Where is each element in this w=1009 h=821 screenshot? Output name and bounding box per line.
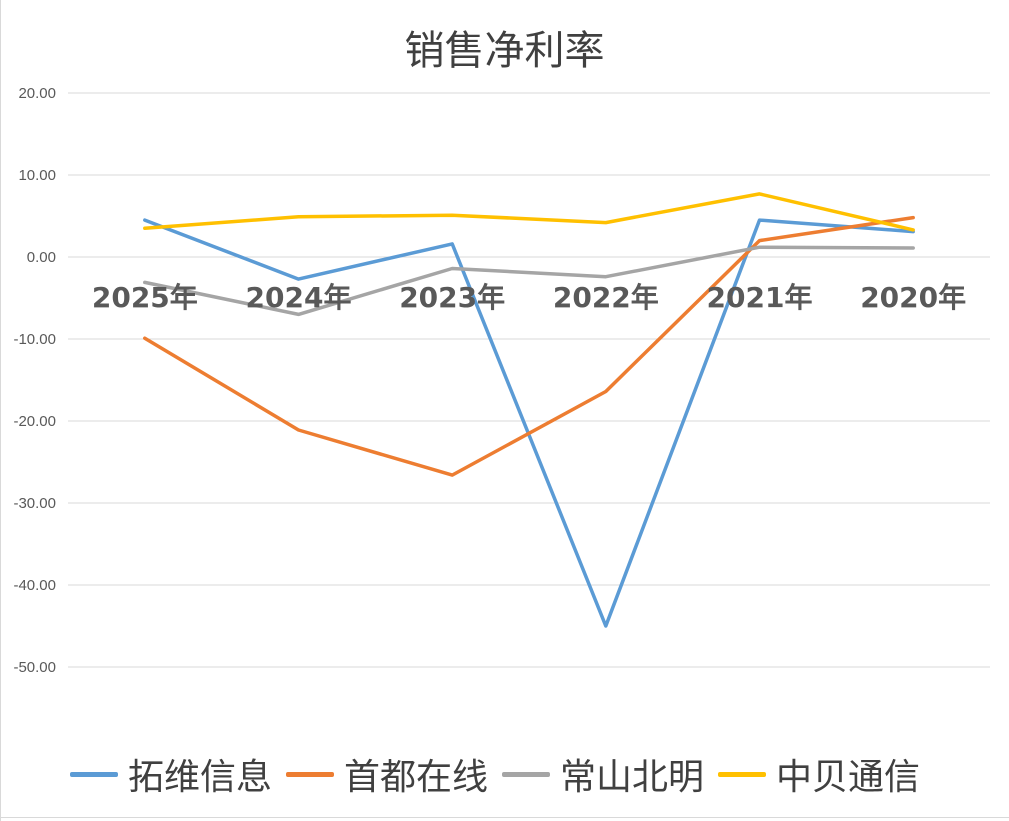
y-tick-label: -20.00: [13, 413, 56, 430]
legend: 拓维信息 首都在线 常山北明 中贝通信: [70, 748, 934, 800]
legend-label: 常山北明: [560, 757, 705, 798]
y-tick-label: -50.00: [13, 659, 56, 676]
y-tick-label: -40.00: [13, 577, 56, 594]
series-lines: [143, 192, 915, 628]
y-axis-ticks: -50.00 -40.00 -30.00 -20.00 -10.00 0.00 10.00 2…: [13, 85, 56, 676]
x-tick-label: 2025年: [92, 281, 198, 314]
chart-title: 销售净利率: [404, 28, 605, 74]
legend-item: 拓维信息: [70, 748, 272, 800]
x-tick-label: 2021年: [707, 281, 813, 314]
legend-label: 首都在线: [344, 757, 489, 798]
series-line: [143, 215, 915, 477]
legend-swatch: [502, 771, 551, 777]
legend-item: 中贝通信: [718, 748, 920, 800]
x-axis-ticks: 2025年 2024年 2023年 2022年 2021年 2020年: [92, 281, 966, 314]
legend-label: 拓维信息: [128, 757, 273, 798]
x-tick-label: 2024年: [246, 281, 352, 314]
x-tick-label: 2023年: [399, 281, 505, 314]
x-tick-label: 2020年: [860, 281, 966, 314]
chart-frame-bottom: [0, 817, 1009, 818]
y-tick-label: -30.00: [13, 495, 56, 512]
legend-item: 常山北明: [502, 748, 704, 800]
y-tick-label: -10.00: [13, 331, 56, 348]
x-tick-label: 2022年: [553, 281, 659, 314]
legend-item: 首都在线: [286, 748, 488, 800]
grid-lines: [68, 92, 990, 668]
y-tick-label: 0.00: [27, 249, 56, 266]
series-line: [143, 192, 915, 232]
legend-swatch: [718, 771, 767, 777]
series-line: [143, 245, 915, 317]
y-tick-label: 10.00: [18, 167, 56, 184]
legend-swatch: [286, 771, 335, 777]
legend-label: 中贝通信: [776, 757, 921, 798]
legend-swatch: [70, 771, 118, 777]
y-tick-label: 20.00: [18, 85, 56, 102]
chart-frame-left: [0, 0, 1, 821]
